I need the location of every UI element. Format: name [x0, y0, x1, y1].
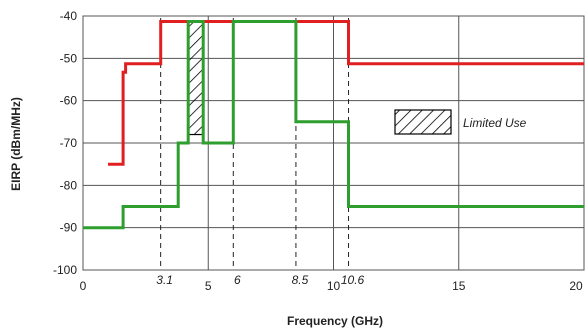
- x-tick-label: 5: [205, 279, 212, 293]
- legend: Limited Use: [394, 109, 527, 135]
- green-limit-line: [83, 20, 584, 230]
- marker-tick-label: 10.6: [341, 273, 365, 287]
- y-axis-title: EIRP (dBm/MHz): [9, 97, 23, 191]
- legend-hatch-swatch: [394, 109, 452, 135]
- marker-tick-label: 8.5: [292, 273, 309, 287]
- y-tick-label: -90: [60, 221, 78, 235]
- y-tick-label: -70: [60, 136, 78, 150]
- marker-tick-labels: 3.1 6 8.5 10.6: [156, 273, 364, 287]
- x-tick-label: 20: [569, 279, 583, 293]
- hatch-group: [187, 20, 204, 136]
- y-tick-label: -100: [53, 263, 77, 277]
- x-tick-label: 10: [327, 279, 341, 293]
- legend-label: Limited Use: [463, 116, 527, 130]
- marker-tick-label: 6: [234, 273, 241, 287]
- y-tick-labels: -40 -50 -60 -70 -80 -90 -100: [53, 9, 77, 277]
- x-tick-labels: 0 5 10 15 20: [80, 279, 583, 293]
- y-tick-label: -40: [60, 9, 78, 23]
- grid-group: [83, 15, 584, 271]
- y-tick-label: -50: [60, 51, 78, 65]
- series-group: [83, 20, 584, 230]
- limited-use-hatched-region: [187, 20, 204, 136]
- y-tick-label: -60: [60, 94, 78, 108]
- red-limit-line: [108, 20, 584, 166]
- x-axis-title: Frequency (GHz): [287, 314, 383, 328]
- marker-tick-label: 3.1: [156, 273, 173, 287]
- y-tick-label: -80: [60, 178, 78, 192]
- x-tick-label: 0: [80, 279, 87, 293]
- x-tick-label: 15: [452, 279, 466, 293]
